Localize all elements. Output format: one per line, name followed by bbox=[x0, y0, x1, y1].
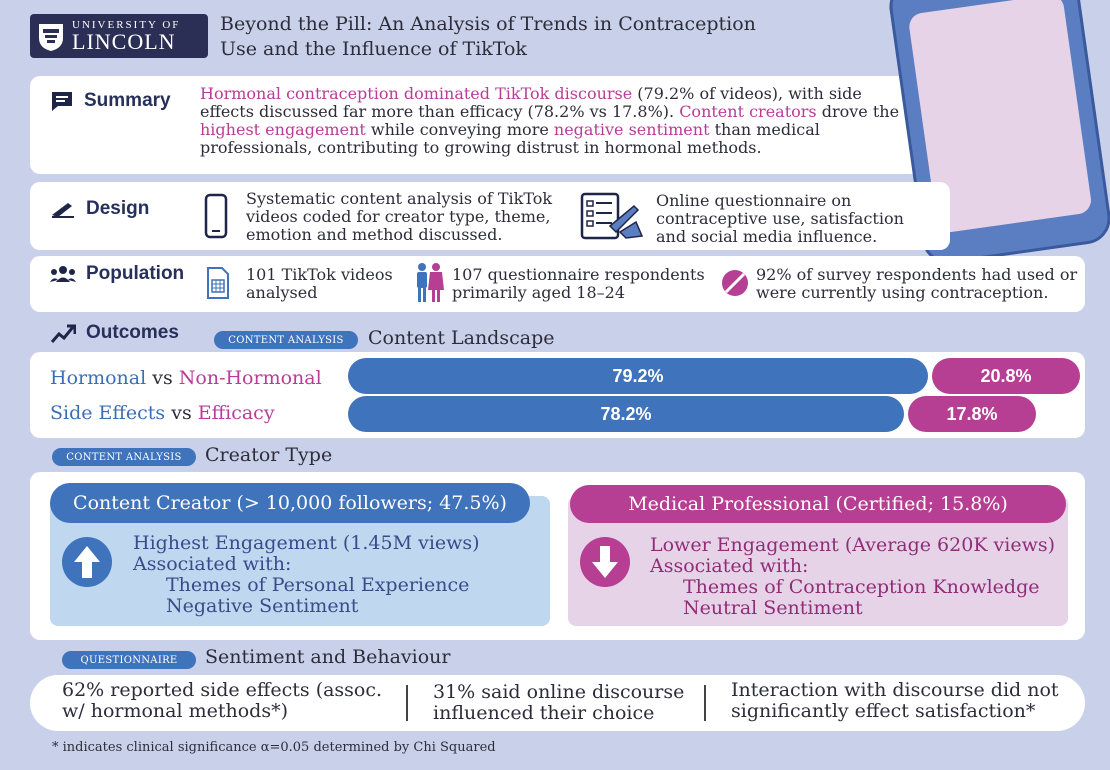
people-icon bbox=[50, 266, 76, 282]
efficacy-bar: 17.8% bbox=[908, 396, 1036, 432]
hormonal-bar: 79.2% bbox=[348, 358, 928, 394]
summary-text: Hormonal contraception dominated TikTok … bbox=[200, 85, 900, 157]
questionnaire-panel bbox=[30, 675, 1085, 731]
creator-subtitle: Creator Type bbox=[205, 444, 333, 466]
divider-1 bbox=[406, 685, 408, 721]
crest-icon bbox=[39, 24, 63, 51]
trend-icon bbox=[50, 324, 76, 343]
summary-highlight-4: negative sentiment bbox=[553, 120, 710, 139]
outcomes-label: Outcomes bbox=[50, 322, 179, 344]
pill-icon bbox=[722, 270, 748, 296]
pen-icon bbox=[52, 203, 74, 218]
summary-highlight-3: highest engagement bbox=[200, 120, 366, 139]
summary-text-2: (79.2% of videos), with side effects dis… bbox=[200, 84, 862, 121]
summary-highlight-2: Content creators bbox=[679, 102, 817, 121]
population-label: Population bbox=[50, 263, 184, 285]
medical-theme: Themes of Contraception Knowledge bbox=[683, 576, 1040, 598]
title-line-2: Use and the Influence of TikTok bbox=[220, 38, 527, 60]
design-label: Design bbox=[50, 198, 149, 220]
content-creator-header: Content Creator (> 10,000 followers; 47.… bbox=[50, 483, 530, 523]
design-item-2: Online questionnaire on contraceptive us… bbox=[656, 191, 904, 246]
landscape-row-1-label: Hormonal vs Non-Hormonal bbox=[50, 367, 322, 389]
summary-panel bbox=[30, 76, 930, 174]
side-effects-bar: 78.2% bbox=[348, 396, 904, 432]
arrow-up-icon bbox=[62, 537, 112, 587]
content-creator-assoc: Associated with: bbox=[133, 553, 292, 575]
non-hormonal-bar: 20.8% bbox=[932, 358, 1080, 394]
logo-bottom-text: LINCOLN bbox=[72, 29, 176, 54]
content-creator-theme: Themes of Personal Experience bbox=[166, 574, 470, 596]
medical-engagement: Lower Engagement (Average 620K views) bbox=[650, 534, 1056, 556]
population-item-1: 101 TikTok videos analysed bbox=[246, 265, 393, 302]
university-logo: UNIVERSITY OF LINCOLN bbox=[30, 14, 208, 58]
summary-highlight-1: Hormonal contraception dominated TikTok … bbox=[200, 84, 633, 103]
landscape-row-2-label: Side Effects vs Efficacy bbox=[50, 402, 275, 424]
content-creator-sentiment: Negative Sentiment bbox=[166, 595, 359, 617]
divider-2 bbox=[704, 685, 706, 721]
summary-text-8: than medical professionals, contributing… bbox=[200, 120, 820, 157]
summary-text-4: drove the bbox=[816, 102, 900, 121]
phone-icon bbox=[204, 193, 228, 239]
medical-professional-details: Lower Engagement (Average 620K views) As… bbox=[650, 535, 1065, 619]
questionnaire-tag: QUESTIONNAIRE bbox=[62, 651, 196, 669]
questionnaire-item-1: 62% reported side effects (assoc. w/ hor… bbox=[62, 679, 383, 722]
arrow-down-icon bbox=[580, 537, 630, 587]
logo-top-text: UNIVERSITY OF bbox=[72, 19, 181, 31]
design-panel bbox=[30, 182, 950, 250]
questionnaire-item-2: 31% said online discourse influenced the… bbox=[433, 681, 685, 724]
document-icon bbox=[207, 267, 229, 299]
population-item-2: 107 questionnaire respondents primarily … bbox=[452, 265, 705, 302]
couple-icon bbox=[417, 263, 444, 302]
title-line-1: Beyond the Pill: An Analysis of Trends i… bbox=[220, 13, 756, 35]
creator-tag: CONTENT ANALYSIS bbox=[52, 448, 196, 466]
footnote: * indicates clinical significance α=0.05… bbox=[52, 740, 496, 755]
medical-sentiment: Neutral Sentiment bbox=[683, 597, 863, 619]
questionnaire-subtitle: Sentiment and Behaviour bbox=[205, 646, 451, 668]
questionnaire-item-3: Interaction with discourse did not signi… bbox=[731, 679, 1059, 722]
population-item-3: 92% of survey respondents had used or we… bbox=[756, 265, 1078, 302]
summary-text-6: while conveying more bbox=[365, 120, 554, 139]
chat-icon bbox=[52, 92, 72, 111]
summary-label: Summary bbox=[50, 90, 171, 112]
design-item-1: Systematic content analysis of TikTok vi… bbox=[246, 189, 553, 244]
content-creator-details: Highest Engagement (1.45M views) Associa… bbox=[133, 533, 543, 617]
population-panel bbox=[30, 256, 1085, 312]
checklist-icon bbox=[580, 192, 644, 240]
content-creator-engagement: Highest Engagement (1.45M views) bbox=[133, 532, 480, 554]
outcomes-tag: CONTENT ANALYSIS bbox=[214, 331, 358, 349]
medical-assoc: Associated with: bbox=[650, 555, 809, 577]
medical-professional-header: Medical Professional (Certified; 15.8%) bbox=[570, 485, 1066, 523]
outcomes-subtitle: Content Landscape bbox=[368, 327, 555, 349]
page-title: Beyond the Pill: An Analysis of Trends i… bbox=[220, 12, 860, 62]
